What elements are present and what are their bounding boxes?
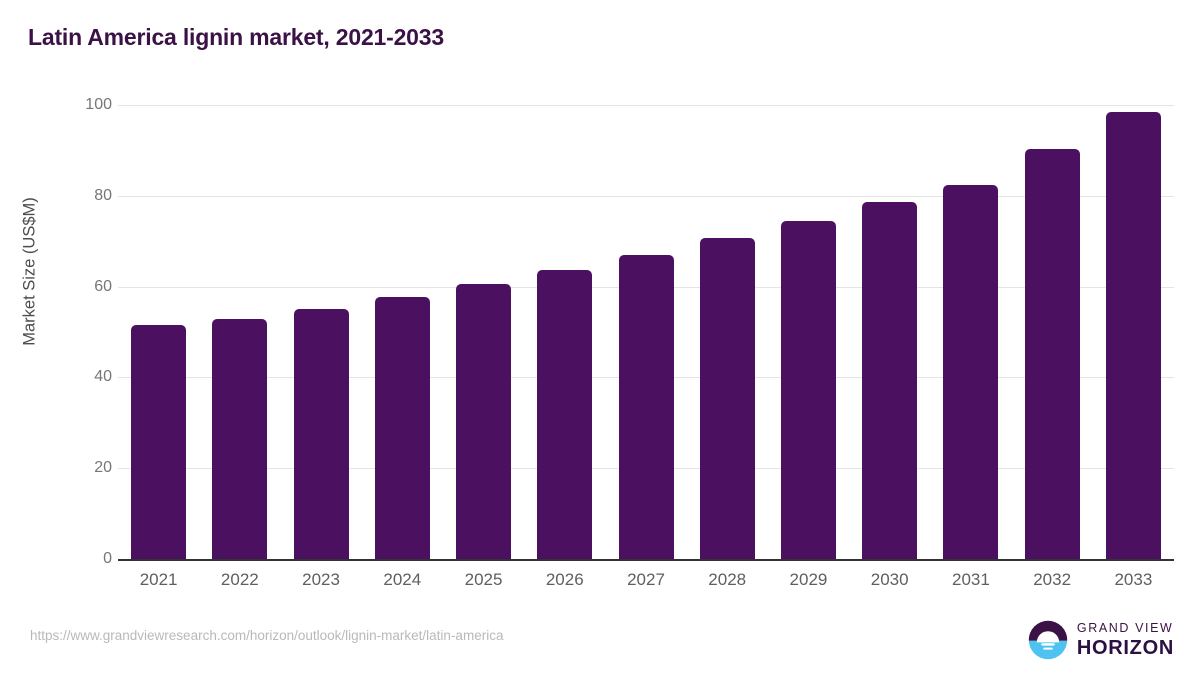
- x-axis-tick-label-2025: 2025: [464, 570, 503, 589]
- bar-2033[interactable]: [1105, 111, 1161, 559]
- x-axis-tick-label-2021: 2021: [139, 570, 178, 589]
- y-axis-tick-label: 40: [94, 368, 112, 386]
- bar-2031[interactable]: [943, 184, 999, 559]
- logo-line-grand-view: GRAND VIEW: [1076, 621, 1174, 636]
- page-title: Latin America lignin market, 2021-2033: [28, 24, 444, 50]
- y-axis-title: Market Size (US$M): [20, 197, 39, 346]
- x-axis-tick-label-2033: 2033: [1114, 570, 1153, 589]
- bar-2026[interactable]: [537, 270, 593, 559]
- gridline: [118, 105, 1174, 106]
- x-axis-tick-label-2028: 2028: [708, 570, 747, 589]
- y-axis-tick-label: 20: [94, 459, 112, 477]
- logo-line-horizon: HORIZON: [1076, 636, 1174, 659]
- y-axis-tick-label: 100: [85, 96, 112, 113]
- grand-view-horizon-logo-icon: [1028, 620, 1068, 660]
- x-axis-tick-label-2031: 2031: [952, 570, 990, 589]
- y-axis-tick-label: 0: [103, 550, 112, 567]
- bar-2024[interactable]: [374, 297, 430, 559]
- x-axis-tick-label-2027: 2027: [627, 570, 665, 589]
- x-axis-tick-label-2026: 2026: [545, 570, 584, 589]
- y-axis-tick-label: 80: [94, 186, 112, 204]
- y-axis-tick-label: 60: [94, 277, 112, 295]
- x-axis-tick-label-2029: 2029: [789, 570, 828, 589]
- bar-2032[interactable]: [1024, 149, 1080, 559]
- x-axis-tick-label-2032: 2032: [1033, 570, 1072, 589]
- bar-2029[interactable]: [780, 221, 836, 559]
- bar-2025[interactable]: [456, 284, 512, 559]
- x-axis-tick-label-2030: 2030: [870, 570, 909, 589]
- x-axis-tick-label-2023: 2023: [302, 570, 340, 589]
- x-axis-baseline: [118, 559, 1174, 561]
- logo-wordmark: GRAND VIEW HORIZON: [1077, 622, 1174, 658]
- bar-2030[interactable]: [862, 202, 918, 559]
- bar-2023[interactable]: [293, 309, 349, 559]
- bar-2021[interactable]: [131, 325, 187, 559]
- bar-2022[interactable]: [212, 319, 268, 559]
- gridline: [118, 195, 1174, 197]
- x-axis-tick-label-2022: 2022: [220, 570, 259, 589]
- bar-2028[interactable]: [699, 238, 755, 559]
- bar-2027[interactable]: [618, 255, 674, 559]
- x-axis-tick-label-2024: 2024: [383, 570, 422, 589]
- source-url[interactable]: https://www.grandviewresearch.com/horizo…: [30, 628, 504, 643]
- brand-logo: GRAND VIEW HORIZON: [1028, 620, 1174, 660]
